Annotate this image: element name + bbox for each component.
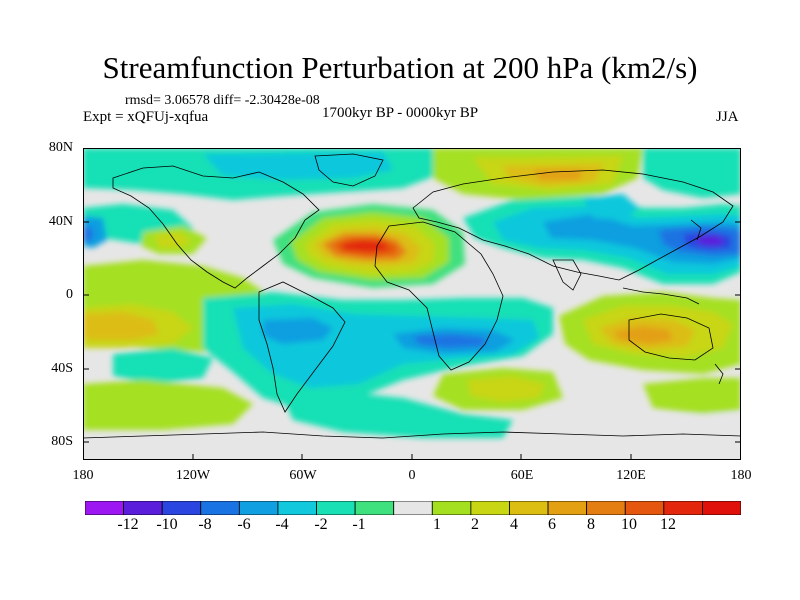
lon-label-180w: 180 xyxy=(72,468,94,483)
colorbar-swatch xyxy=(509,501,549,515)
colorbar-label-p4: 4 xyxy=(510,516,518,533)
contour-neg-arctic-east xyxy=(643,148,741,198)
contour-pos6-australia xyxy=(613,326,673,344)
streamfunction-map xyxy=(83,148,741,460)
coast-japan xyxy=(690,219,702,241)
lat-label-0: 0 xyxy=(66,287,73,302)
map-frame xyxy=(83,148,741,460)
coast-antarctica xyxy=(83,431,741,439)
coast-greenland xyxy=(314,153,384,187)
colorbar-swatch xyxy=(277,501,317,515)
contour-neg4-pacific-west xyxy=(83,226,93,242)
colorbar-swatch xyxy=(123,501,163,515)
contour-neg-antarctic xyxy=(283,392,513,438)
coast-north-america xyxy=(112,165,320,289)
colorbar-swatch xyxy=(586,501,626,515)
contour-neg10-asia xyxy=(697,236,725,246)
season-label: JJA xyxy=(716,109,739,125)
colorbar-swatch xyxy=(624,501,665,515)
lon-label-0: 0 xyxy=(408,468,416,483)
map-title: Streamfunction Perturbation at 200 hPa (… xyxy=(102,50,698,85)
colorbar-swatch xyxy=(354,501,395,515)
contour-neg2-north-america xyxy=(203,152,393,180)
colorbar-label-p8: 8 xyxy=(587,516,595,533)
lat-label-80s: 80S xyxy=(51,434,73,449)
contour-pos-antarctic-far xyxy=(553,414,741,460)
colorbar-label-n10: -10 xyxy=(156,516,178,533)
colorbar xyxy=(85,501,741,515)
contour-neg6-south-atlantic xyxy=(413,334,487,348)
lat-label-40n: 40N xyxy=(48,214,73,229)
colorbar-label-n12: -12 xyxy=(117,516,139,533)
colorbar-swatch xyxy=(547,501,588,515)
colorbar-label-n1: -1 xyxy=(352,516,366,533)
lon-label-120w: 120W xyxy=(175,468,211,483)
stats-text: rmsd= 3.06578 diff= -2.30428e-08 xyxy=(125,93,320,108)
contour-pos2-southern-indian xyxy=(467,376,545,402)
lat-label-40s: 40S xyxy=(51,361,73,376)
colorbar-swatch xyxy=(238,501,279,515)
colorbar-label-p10: 10 xyxy=(621,516,637,533)
coast-indonesia xyxy=(622,287,700,305)
coast-australia xyxy=(628,313,714,361)
lon-label-180e: 180 xyxy=(730,468,752,483)
colorbar-label-p6: 6 xyxy=(548,516,556,533)
colorbar-label-p2: 2 xyxy=(471,516,479,533)
lon-label-60e: 60E xyxy=(510,468,534,483)
colorbar-label-n8: -8 xyxy=(198,516,212,533)
colorbar-label-p12: 12 xyxy=(660,516,676,533)
lon-label-120e: 120E xyxy=(616,468,646,483)
coastlines xyxy=(83,153,741,439)
contour-pos-antarctic-west xyxy=(83,380,253,430)
colorbar-label-n4: -4 xyxy=(275,516,289,533)
colorbar-swatch xyxy=(316,501,356,515)
lat-label-80n: 80N xyxy=(48,140,73,155)
contour-neg-arabia xyxy=(583,194,639,220)
colorbar-swatch xyxy=(702,501,741,515)
contour-pos-antarctic-east xyxy=(643,378,741,414)
colorbar-label-n2: -2 xyxy=(314,516,328,533)
coast-eurasia xyxy=(412,169,734,281)
contour-pos-mexico-core xyxy=(155,232,191,248)
colorbar-swatch xyxy=(161,501,202,515)
colorbar-swatch xyxy=(431,501,472,515)
colorbar-swatch xyxy=(85,501,124,515)
colorbar-swatch xyxy=(393,501,433,515)
lon-label-60w: 60W xyxy=(289,468,317,483)
colorbar-swatch xyxy=(200,501,240,515)
contour-pos4-south-pacific xyxy=(83,312,159,340)
coast-south-america xyxy=(258,281,346,413)
coast-africa xyxy=(374,221,504,371)
period-label: 1700kyr BP - 0000kyr BP xyxy=(322,105,479,121)
contour-neg4-south xyxy=(263,318,333,344)
coast-india xyxy=(552,259,582,291)
experiment-label: Expt = xQFUj-xqfua xyxy=(83,109,209,125)
colorbar-label-n6: -6 xyxy=(237,516,251,533)
coast-new-zealand xyxy=(714,363,724,385)
colorbar-label-p1: 1 xyxy=(433,516,441,533)
colorbar-swatch xyxy=(470,501,510,515)
colorbar-swatch xyxy=(663,501,703,515)
contour-neg-southern-pacific xyxy=(113,348,213,384)
